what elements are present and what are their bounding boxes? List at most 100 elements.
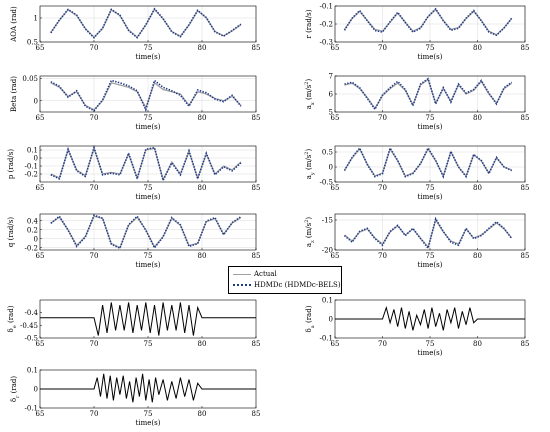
p-ytick-label-2: 0 — [34, 155, 38, 163]
legend-actual-label: Actual — [254, 270, 277, 278]
ax-ylabel: ax (m/s2) — [304, 78, 316, 109]
p-xtick-label-4: 85 — [252, 184, 261, 192]
aoa-xtick-label-2: 75 — [144, 44, 153, 52]
ay-ytick-label-0: -0.5 — [320, 179, 334, 187]
r-xtick-label-4: 85 — [521, 44, 530, 52]
r-ylabel: r (rad/s) — [305, 9, 313, 38]
q-series-1 — [50, 214, 242, 250]
az-ytick-label-1: -15 — [322, 217, 333, 225]
dr-xlabel: time(s) — [136, 419, 161, 427]
dr-ytick-label-2: 0.1 — [27, 367, 38, 375]
dr-xtick-label-2: 75 — [144, 410, 153, 418]
da-xtick-label-3: 80 — [473, 340, 482, 348]
az-series-1 — [343, 216, 513, 250]
dr-xtick-label-1: 70 — [90, 410, 99, 418]
beta-xtick-label-3: 80 — [198, 114, 207, 122]
beta-series-1 — [50, 79, 242, 113]
q-ytick-label-1: 0 — [34, 235, 38, 243]
da-ytick-label-0: -0.1 — [320, 335, 334, 343]
de-xtick-label-4: 85 — [252, 340, 261, 348]
chart-ay: 65 70 75 80 85 -0.5 0 0.5 time(s) ay (m/s2) — [304, 145, 530, 201]
ax-xtick-label-4: 85 — [521, 114, 530, 122]
az-xtick-label-4: 85 — [521, 252, 530, 260]
aoa-xtick-label-3: 80 — [198, 44, 207, 52]
de-xtick-label-3: 80 — [198, 340, 207, 348]
p-xtick-label-3: 80 — [198, 184, 207, 192]
p-series-1 — [50, 144, 242, 183]
az-ylabel: az (m/s2) — [304, 217, 316, 248]
aoa-xtick-label-1: 70 — [90, 44, 99, 52]
az-ytick-label-0: -20 — [322, 247, 333, 255]
q-ytick-label-3: 0.4 — [27, 217, 39, 225]
de-ytick-label-0: -0.5 — [25, 335, 39, 343]
chart-az: 65 70 75 80 85 -20 -15 time(s) az (m/s2) — [304, 213, 530, 269]
q-xlabel: time(s) — [136, 261, 161, 269]
r-xtick-label-2: 75 — [426, 44, 435, 52]
r-ytick-label-0: -0.3 — [320, 39, 334, 47]
r-xtick-label-0: 65 — [331, 44, 340, 52]
beta-ytick-label-0: 0 — [34, 97, 38, 105]
p-xtick-label-2: 75 — [144, 184, 153, 192]
ax-xlabel: time(s) — [418, 123, 443, 131]
beta-xtick-label-0: 65 — [36, 114, 45, 122]
p-xtick-label-0: 65 — [36, 184, 45, 192]
ay-ytick-label-2: 0.5 — [322, 149, 333, 157]
da-xtick-label-0: 65 — [331, 340, 340, 348]
aoa-xtick-label-4: 85 — [252, 44, 261, 52]
aoa-ytick-label-0: 0.5 — [27, 39, 38, 47]
az-xtick-label-3: 80 — [473, 252, 482, 260]
dr-xtick-label-3: 80 — [198, 410, 207, 418]
q-series-0 — [50, 215, 242, 249]
legend-model-swatch — [233, 284, 251, 286]
dr-series-0 — [40, 373, 256, 403]
aoa-ytick-label-1: 1 — [34, 15, 38, 23]
dr-ytick-label-1: 0 — [34, 386, 38, 394]
de-series-0 — [40, 302, 256, 336]
az-xtick-label-1: 70 — [378, 252, 387, 260]
legend-model: HDMDc (HDMDc-BELS) — [229, 281, 341, 289]
da-ytick-label-1: 0 — [329, 316, 333, 324]
aoa-xlabel: time(s) — [136, 53, 161, 61]
ax-xtick-label-3: 80 — [473, 114, 482, 122]
da-xtick-label-1: 70 — [378, 340, 387, 348]
de-xtick-label-1: 70 — [90, 340, 99, 348]
beta-xlabel: time(s) — [136, 123, 161, 131]
p-ylabel: p (rad/s) — [7, 149, 15, 179]
ay-xtick-label-2: 75 — [426, 184, 435, 192]
dr-ytick-label-0: -0.1 — [25, 405, 39, 413]
da-xtick-label-4: 85 — [521, 340, 530, 348]
chart-beta: 65 70 75 80 85 0 0.05 time(s) Beta (rad) — [10, 75, 260, 131]
chart-dr: 65 70 75 80 85 -0.1 0 0.1 time(s) δr (rad) — [10, 367, 260, 428]
dr-xtick-label-4: 85 — [252, 410, 261, 418]
r-xtick-label-3: 80 — [473, 44, 482, 52]
legend-model-label: HDMDc (HDMDc-BELS) — [254, 281, 341, 289]
da-series-0 — [335, 305, 525, 331]
ax-ytick-label-1: 6 — [329, 91, 334, 99]
ay-xlabel: time(s) — [418, 193, 443, 201]
da-ytick-label-2: 0.1 — [322, 297, 333, 305]
da-ylabel: δa (rad) — [305, 305, 316, 332]
q-xtick-label-4: 85 — [252, 252, 261, 260]
q-xtick-label-0: 65 — [36, 252, 45, 260]
p-ytick-label-3: 0.1 — [27, 147, 38, 155]
r-xlabel: time(s) — [418, 53, 443, 61]
chart-r: 65 70 75 80 85 -0.3 -0.2 -0.1 time(s) r (rad/s) — [305, 3, 529, 62]
q-ytick-label-0: -0.2 — [25, 244, 39, 252]
chart-p: 65 70 75 80 85 -0.2-0.100.1 time(s) p (rad/s) — [7, 144, 261, 201]
r-ytick-label-1: -0.2 — [320, 21, 334, 29]
beta-xtick-label-4: 85 — [252, 114, 261, 122]
r-series-1 — [343, 7, 513, 37]
ay-xtick-label-0: 65 — [331, 184, 340, 192]
ay-series-1 — [343, 146, 513, 179]
p-xlabel: time(s) — [136, 193, 161, 201]
p-ytick-label-0: -0.2 — [25, 171, 39, 179]
chart-ax: 65 70 75 80 85 5 6 7 time(s) ax (m/s2) — [304, 73, 529, 132]
q-ytick-label-2: 0.2 — [27, 226, 38, 234]
ay-xtick-label-4: 85 — [521, 184, 530, 192]
beta-ytick-label-1: 0.05 — [22, 75, 38, 83]
p-ytick-label-1: -0.1 — [25, 163, 39, 171]
ax-xtick-label-2: 75 — [426, 114, 435, 122]
chart-da: 65 70 75 80 85 -0.1 0 0.1 time(s) δa (rad) — [305, 297, 529, 358]
ay-ylabel: ay (m/s2) — [304, 148, 316, 179]
